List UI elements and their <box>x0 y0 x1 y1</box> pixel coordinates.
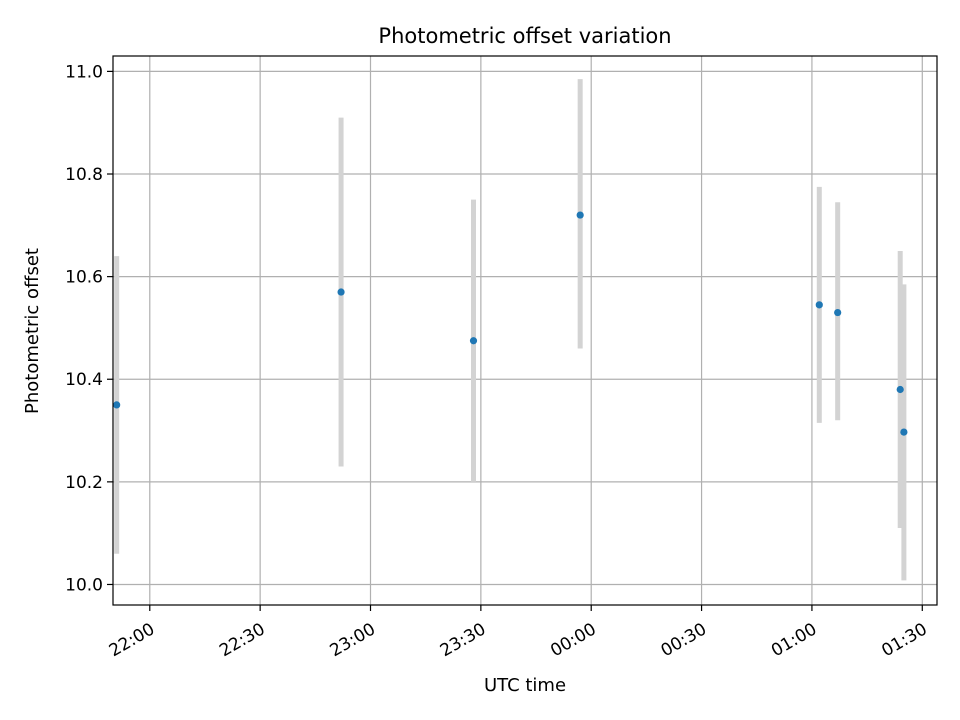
data-point <box>469 337 478 345</box>
data-point <box>576 211 584 219</box>
data-point <box>113 401 121 409</box>
y-tick-label: 10.2 <box>65 473 103 493</box>
y-axis-label: Photometric offset <box>22 248 43 414</box>
y-tick-label: 10.0 <box>65 575 103 595</box>
data-point <box>815 301 823 309</box>
y-axis-ticks: 10.0 10.2 10.4 10.6 10.8 11.0 <box>65 62 113 595</box>
y-tick-label: 10.8 <box>65 165 103 185</box>
data-points <box>113 211 908 436</box>
x-axis-label: UTC time <box>484 675 566 696</box>
grid <box>113 56 937 605</box>
data-point <box>896 385 904 394</box>
data-point <box>337 288 345 296</box>
y-tick-label: 11.0 <box>65 62 103 82</box>
data-point <box>834 308 842 317</box>
y-tick-label: 10.4 <box>65 370 103 390</box>
data-point <box>900 428 908 436</box>
chart-title: Photometric offset variation <box>378 24 671 48</box>
plot-frame <box>112 55 938 606</box>
y-tick-label: 10.6 <box>65 268 103 288</box>
